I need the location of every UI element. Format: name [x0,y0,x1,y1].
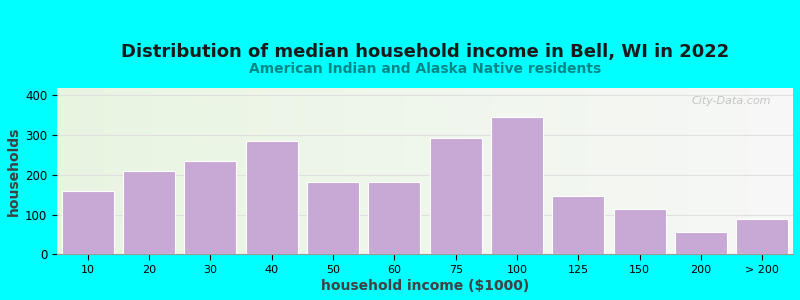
Bar [552,196,605,254]
Bar [184,161,237,254]
X-axis label: household income ($1000): household income ($1000) [321,279,529,293]
Text: City-Data.com: City-Data.com [691,96,771,106]
Bar [62,191,114,254]
Bar [123,171,175,254]
Bar [491,117,543,254]
Bar [675,232,727,254]
Bar [736,219,789,254]
Bar [246,141,298,254]
Bar [614,209,666,254]
Y-axis label: households: households [7,126,21,216]
Bar [368,182,421,254]
Bar [307,182,359,254]
Title: Distribution of median household income in Bell, WI in 2022: Distribution of median household income … [121,43,729,61]
Bar [430,138,482,254]
Text: American Indian and Alaska Native residents: American Indian and Alaska Native reside… [249,62,601,76]
